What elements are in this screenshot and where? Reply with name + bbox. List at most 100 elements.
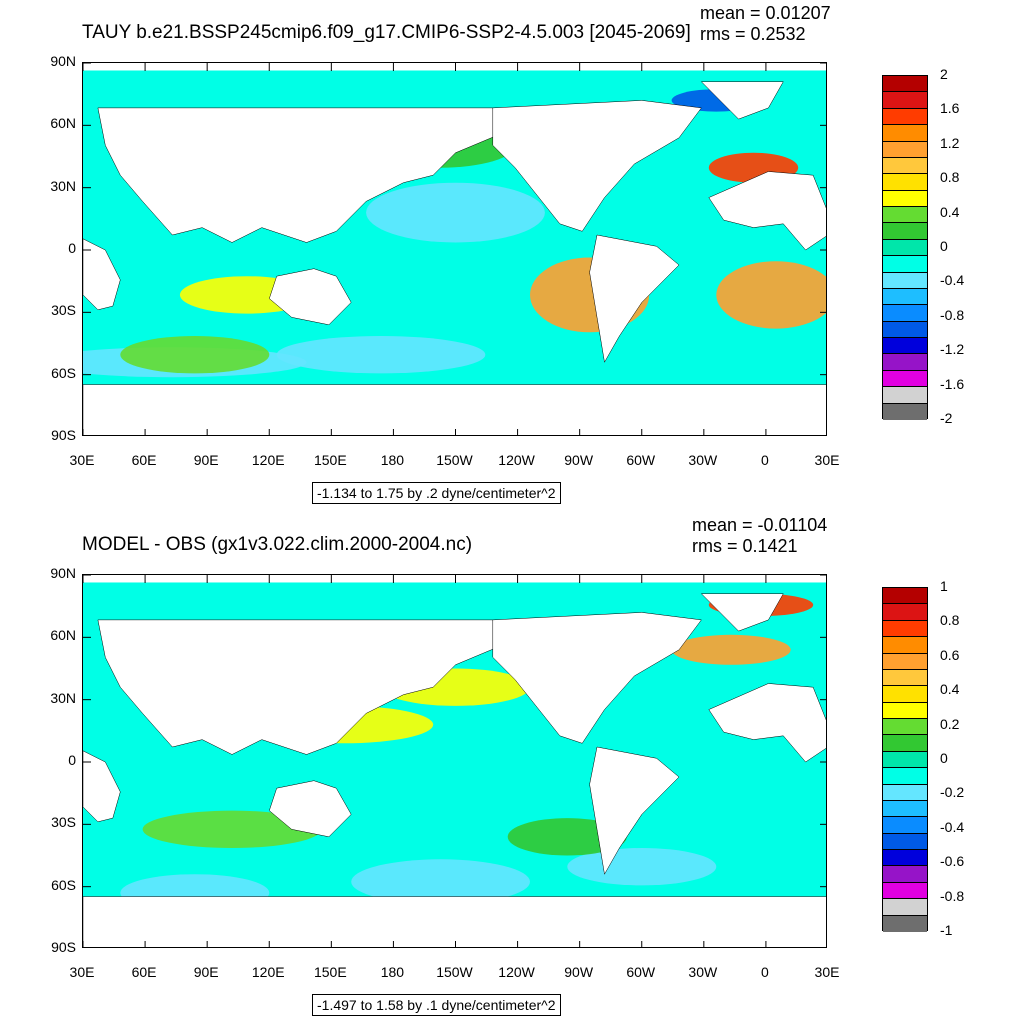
- chart-title: MODEL - OBS (gx1v3.022.clim.2000-2004.nc…: [82, 534, 473, 555]
- y-tick-label: 60N: [50, 627, 76, 644]
- colorbar-segment: [883, 125, 927, 142]
- colorbar-segment: [883, 768, 927, 785]
- land-africa-west: [708, 683, 826, 763]
- land-eurasia-africa: [97, 619, 501, 755]
- land-greenland: [700, 81, 784, 120]
- y-tick-label: 90N: [50, 565, 76, 581]
- bottom-panel: MODEL - OBS (gx1v3.022.clim.2000-2004.nc…: [0, 512, 1024, 1024]
- map-plot: [82, 62, 827, 436]
- colorbar-segment: [883, 669, 927, 687]
- land-greenland: [700, 593, 784, 632]
- colorbar-segment: [883, 76, 927, 93]
- x-tick-label: 0: [761, 452, 769, 468]
- colorbar-label: -0.4: [940, 272, 965, 289]
- colorbar-segment: [883, 239, 927, 257]
- field-anomaly: [120, 336, 270, 374]
- x-tick-label: 30E: [69, 964, 95, 980]
- map-svg: [83, 575, 826, 947]
- colorbar-segment: [883, 223, 927, 240]
- rms-label: rms = 0.2532: [700, 24, 806, 44]
- x-tick-label: 120W: [498, 452, 535, 468]
- colorbar-segment: [883, 338, 927, 355]
- colorbar-segment: [883, 882, 927, 900]
- colorbar-segment: [883, 190, 927, 207]
- x-tick-label: 150W: [436, 964, 473, 980]
- x-tick-label: 30E: [814, 452, 840, 468]
- colorbar-label: -2: [940, 410, 953, 426]
- chart-title: TAUY b.e21.BSSP245cmip6.f09_g17.CMIP6-SS…: [82, 22, 691, 43]
- colorbar-segment: [883, 288, 927, 306]
- colorbar-segment: [883, 637, 927, 654]
- colorbar-segment: [883, 719, 927, 736]
- y-tick-label: 30S: [51, 302, 76, 319]
- colorbar-segment: [883, 702, 927, 719]
- colorbar-label: -0.2: [940, 784, 965, 801]
- field-anomaly: [671, 634, 791, 665]
- x-tick-label: 30W: [688, 452, 718, 468]
- land-africa-west: [708, 171, 826, 251]
- colorbar-segment: [883, 256, 927, 273]
- mean-label: mean = -0.01104: [692, 515, 828, 535]
- colorbar-segment: [883, 387, 927, 404]
- colorbar-label: -1: [940, 922, 953, 938]
- colorbar-label: 0.6: [940, 646, 960, 663]
- land-north-america: [492, 612, 702, 744]
- colorbar-segment: [883, 305, 927, 322]
- colorbar-segment: [883, 403, 927, 420]
- colorbar-segment: [883, 850, 927, 867]
- x-tick-label: 90W: [564, 964, 594, 980]
- mean-label: mean = 0.01207: [700, 3, 831, 23]
- map-svg: [83, 63, 826, 435]
- x-tick-label: 150W: [436, 452, 473, 468]
- land-africa-south: [83, 750, 121, 823]
- colorbar-label: 1.6: [940, 100, 960, 117]
- x-tick-label: 60E: [131, 964, 157, 980]
- colorbar-segment: [883, 784, 927, 801]
- colorbar-segment: [883, 899, 927, 916]
- colorbar-segment: [883, 207, 927, 224]
- land-africa-south: [83, 238, 121, 311]
- colorbar-label: 0.8: [940, 612, 960, 629]
- colorbar-label: 1: [940, 578, 948, 594]
- y-tick-label: 60N: [50, 115, 76, 132]
- colorbar-segment: [883, 321, 927, 338]
- x-tick-label: 60E: [131, 452, 157, 468]
- colorbar: [882, 587, 928, 932]
- contour-range-label: -1.134 to 1.75 by .2 dyne/centimeter^2: [312, 482, 561, 504]
- colorbar: [882, 75, 928, 420]
- colorbar-segment: [883, 604, 927, 621]
- colorbar-segment: [883, 157, 927, 175]
- field-anomaly: [716, 261, 826, 329]
- colorbar-label: -0.4: [940, 818, 965, 835]
- colorbar-segment: [883, 588, 927, 605]
- colorbar-segment: [883, 915, 927, 932]
- y-tick-label: 30N: [50, 689, 76, 706]
- field-anomaly: [351, 859, 530, 905]
- x-tick-label: 180: [380, 452, 405, 468]
- y-tick-label: 90N: [50, 53, 76, 69]
- colorbar-label: 0.4: [940, 203, 960, 220]
- x-tick-label: 30E: [814, 964, 840, 980]
- rms-label: rms = 0.1421: [692, 536, 798, 556]
- x-tick-label: 150E: [313, 964, 347, 980]
- colorbar-label: 0: [940, 238, 948, 254]
- colorbar-label: -0.6: [940, 853, 965, 870]
- x-tick-label: 30W: [688, 964, 718, 980]
- x-tick-label: 120E: [251, 964, 285, 980]
- colorbar-label: 0.2: [940, 715, 960, 732]
- top-panel: TAUY b.e21.BSSP245cmip6.f09_g17.CMIP6-SS…: [50, 3, 965, 504]
- y-tick-label: 90S: [51, 427, 76, 443]
- x-tick-label: 60W: [626, 452, 656, 468]
- colorbar-label: 1.2: [940, 134, 960, 151]
- colorbar-segment: [883, 92, 927, 109]
- field-anomaly: [276, 336, 486, 374]
- colorbar-label: 0.4: [940, 681, 960, 698]
- x-tick-label: 150E: [313, 452, 347, 468]
- x-tick-label: 90E: [193, 452, 219, 468]
- map-plot: [82, 574, 827, 948]
- colorbar-label: -0.8: [940, 306, 965, 323]
- y-tick-label: 0: [68, 240, 76, 256]
- colorbar-segment: [883, 686, 927, 703]
- colorbar-segment: [883, 735, 927, 752]
- land-south-america: [589, 234, 680, 363]
